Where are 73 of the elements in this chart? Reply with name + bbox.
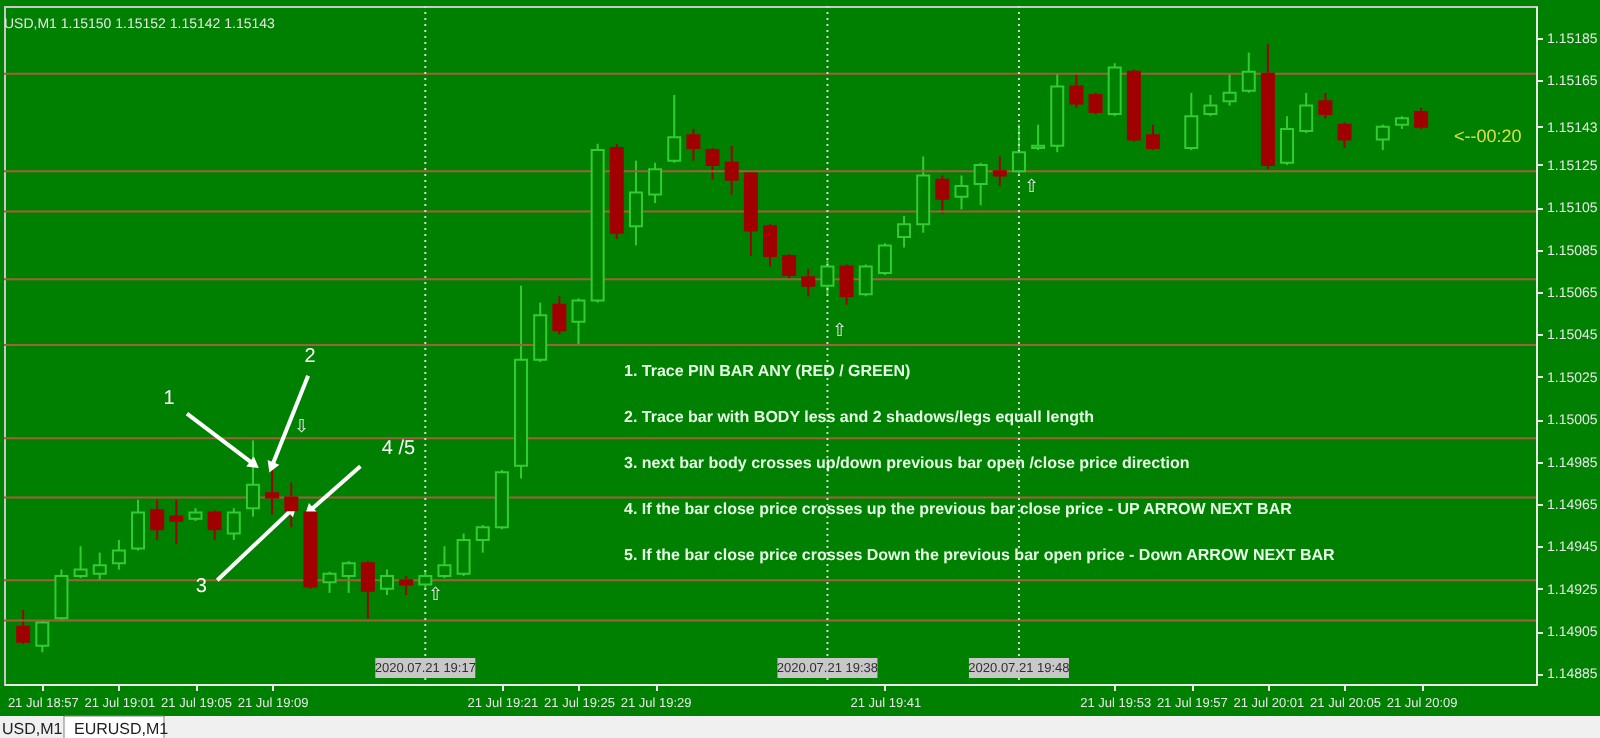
candlestick — [1146, 123, 1160, 152]
annotation: 3. next bar body crosses up/down previous bar open /close price direction — [624, 454, 1190, 472]
candlestick — [437, 545, 452, 580]
candlestick — [1184, 91, 1199, 152]
candlestick — [1318, 91, 1333, 120]
candlestick — [954, 174, 969, 211]
candlestick — [801, 267, 816, 298]
candlestick — [73, 545, 88, 580]
candlestick — [628, 159, 643, 247]
candlestick — [131, 498, 146, 552]
candlestick — [265, 464, 280, 516]
candlestick — [686, 127, 701, 162]
annotation: 2 — [304, 345, 317, 368]
candlestick — [1375, 123, 1390, 152]
annotation: 2. Trace bar with BODY less and 2 shadows/legs equall length — [624, 408, 1095, 426]
candlestick — [16, 608, 31, 645]
annotation: ⇩ — [294, 416, 310, 436]
candlestick — [456, 532, 471, 577]
candlestick — [341, 560, 356, 594]
candlestick — [1203, 93, 1218, 118]
candlestick — [571, 297, 586, 346]
candlestick — [839, 263, 854, 306]
candlestick — [54, 568, 69, 622]
candlestick — [150, 498, 165, 541]
candlestick — [475, 524, 490, 554]
candlestick — [1011, 123, 1026, 175]
candlestick — [1241, 51, 1256, 94]
annotation: 3 — [195, 576, 208, 599]
candlestick — [897, 214, 912, 249]
candlestick — [1088, 91, 1103, 116]
candlestick — [226, 507, 241, 541]
annotation: <--00:20 — [1454, 126, 1522, 146]
candlestick — [111, 538, 126, 571]
annotation: 1. Trace PIN BAR ANY (RED / GREEN) — [624, 362, 911, 380]
candlestick — [858, 263, 873, 298]
text: EURUSD,M1 — [74, 720, 170, 738]
annotation: ⇧ — [428, 584, 444, 604]
candlestick — [1222, 72, 1237, 107]
candlestick — [380, 568, 394, 597]
candlestick — [360, 560, 375, 620]
candlestick — [35, 619, 50, 654]
candlestick — [322, 570, 337, 594]
annotation: ⇧ — [832, 320, 848, 340]
candlestick — [1337, 121, 1352, 149]
candlestick — [992, 155, 1007, 188]
candlestick — [877, 242, 892, 277]
candlestick — [1280, 115, 1295, 166]
candlestick — [935, 174, 950, 215]
annotation: 4 /5 — [381, 438, 416, 461]
text: USD,M1 — [2, 720, 64, 738]
candlestick — [399, 574, 414, 597]
candlestick — [207, 509, 222, 541]
candlestick — [705, 146, 720, 181]
candlestick — [169, 498, 184, 546]
candlestick — [724, 144, 739, 196]
candlestick — [648, 161, 663, 205]
candlestick — [92, 551, 107, 582]
candlestick — [973, 161, 988, 207]
candlestick — [1031, 123, 1046, 152]
candlestick — [1299, 91, 1314, 135]
candlestick — [1414, 106, 1429, 130]
candlestick — [1069, 72, 1084, 109]
candlestick — [763, 223, 777, 268]
candlestick — [533, 301, 548, 363]
candlestick — [782, 252, 797, 281]
candlestick — [667, 93, 682, 164]
annotation: 1 — [163, 387, 176, 410]
annotation: ⇧ — [1024, 176, 1040, 196]
candlestick — [820, 259, 835, 296]
annotation: 5. If the bar close price crosses Down the previous bar open price - Down ARROW NEXT BAR — [624, 546, 1336, 564]
annotation: 4. If the bar close price crosses up the previous bar close price - UP ARROW NEXT BAR — [624, 500, 1293, 518]
candlestick — [552, 295, 567, 336]
candlestick — [1107, 62, 1122, 118]
